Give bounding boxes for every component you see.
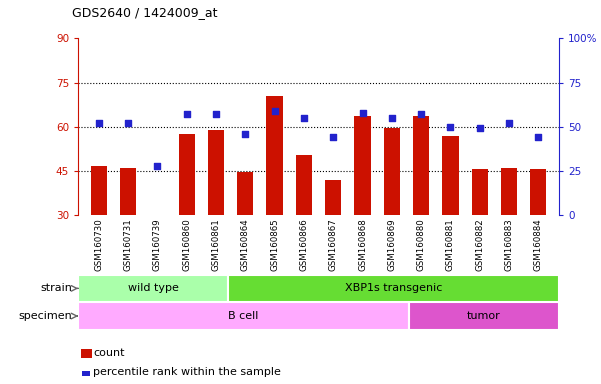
Point [270, 108, 279, 114]
Point [211, 111, 221, 118]
Text: GSM160880: GSM160880 [416, 218, 426, 271]
Point [416, 111, 426, 118]
Bar [472, 169, 488, 215]
Bar [384, 128, 400, 215]
Bar [78, 275, 228, 302]
Text: GSM160866: GSM160866 [299, 218, 308, 271]
Bar [228, 275, 559, 302]
Text: GSM160881: GSM160881 [446, 218, 455, 271]
Point [475, 126, 484, 132]
Point [94, 120, 103, 126]
Text: GSM160865: GSM160865 [270, 218, 279, 271]
Bar [325, 180, 341, 215]
Text: GSM160739: GSM160739 [153, 218, 162, 271]
Text: XBP1s transgenic: XBP1s transgenic [345, 283, 442, 293]
Point [534, 134, 543, 141]
Bar [178, 134, 195, 215]
Bar [120, 168, 136, 215]
Text: GSM160882: GSM160882 [475, 218, 484, 271]
Bar [78, 302, 409, 330]
Bar [530, 169, 546, 215]
Text: GDS2640 / 1424009_at: GDS2640 / 1424009_at [72, 6, 218, 19]
Text: GSM160731: GSM160731 [123, 218, 132, 271]
Bar [91, 167, 107, 215]
Point [182, 111, 191, 118]
Point [387, 115, 397, 121]
Text: GSM160869: GSM160869 [387, 218, 396, 271]
Point [240, 131, 250, 137]
Text: specimen: specimen [19, 311, 72, 321]
Text: percentile rank within the sample: percentile rank within the sample [93, 367, 281, 377]
Text: B cell: B cell [228, 311, 258, 321]
Text: GSM160864: GSM160864 [241, 218, 250, 271]
Text: GSM160861: GSM160861 [212, 218, 221, 271]
Point [358, 109, 367, 116]
Bar [409, 302, 559, 330]
Text: GSM160883: GSM160883 [505, 218, 514, 271]
Text: GSM160860: GSM160860 [182, 218, 191, 271]
Text: count: count [93, 348, 124, 358]
Point [446, 124, 456, 130]
Bar [296, 155, 312, 215]
Text: GSM160730: GSM160730 [94, 218, 103, 271]
Bar [442, 136, 459, 215]
Text: GSM160868: GSM160868 [358, 218, 367, 271]
Text: strain: strain [40, 283, 72, 293]
Bar [501, 168, 517, 215]
Bar [237, 172, 253, 215]
Point [504, 120, 514, 126]
Bar [355, 116, 371, 215]
Text: GSM160867: GSM160867 [329, 218, 338, 271]
Bar [266, 96, 282, 215]
Bar [413, 116, 429, 215]
Bar [208, 130, 224, 215]
Point [123, 120, 133, 126]
Text: wild type: wild type [128, 283, 178, 293]
Point [153, 162, 162, 169]
Text: GSM160884: GSM160884 [534, 218, 543, 271]
Text: tumor: tumor [467, 311, 501, 321]
Point [328, 134, 338, 141]
Bar [149, 215, 165, 217]
Point [299, 115, 309, 121]
